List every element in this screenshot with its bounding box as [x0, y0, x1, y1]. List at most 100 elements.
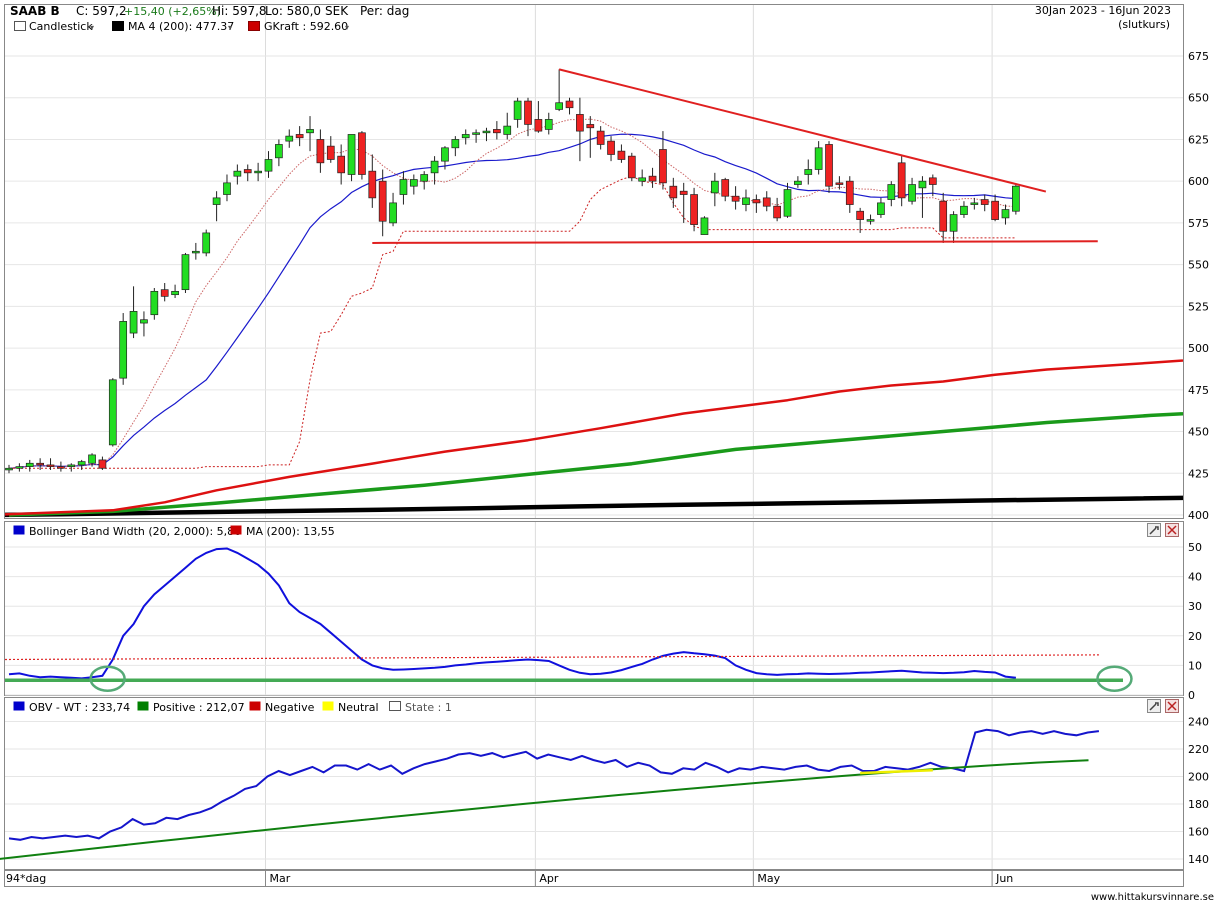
candle-body [980, 199, 989, 205]
candle [638, 169, 647, 187]
legend-neutral-swatch [322, 701, 334, 711]
candle-body [887, 184, 896, 200]
bbw-tick-label: 40 [1188, 571, 1202, 584]
candle-body [399, 179, 408, 195]
candle-body [493, 129, 501, 134]
obv-tick-label: 140 [1188, 853, 1209, 866]
bbw-settings-icon[interactable] [1147, 523, 1161, 537]
legend-negative-swatch [249, 701, 261, 711]
price-tick-label: 575 [1188, 217, 1209, 230]
legend-positive-swatch [137, 701, 149, 711]
candle [513, 97, 522, 128]
candle [451, 136, 460, 157]
candle-body [36, 462, 44, 466]
candle [845, 176, 854, 213]
legend-bbw-ma-swatch [230, 525, 242, 535]
candle [57, 461, 65, 472]
candle [586, 116, 595, 158]
candle [627, 152, 636, 182]
candle [129, 286, 138, 339]
candle-body [877, 202, 885, 215]
candle-body [503, 125, 512, 135]
candle [358, 131, 366, 180]
obv-settings-icon[interactable] [1147, 699, 1161, 713]
candle [669, 177, 678, 208]
candle [306, 116, 314, 152]
candle [524, 97, 532, 137]
candle [877, 197, 885, 218]
chevron-down-icon[interactable]: ▾ [228, 23, 232, 32]
candle [742, 189, 750, 212]
month-label: Mar [270, 872, 291, 885]
ma-green-line [8, 411, 1183, 517]
bbw-panel [4, 521, 1184, 696]
candle-body [845, 180, 854, 205]
candle-body [482, 130, 491, 134]
candle-body [25, 462, 34, 467]
obv-tick-label: 200 [1188, 771, 1209, 784]
candle [88, 453, 96, 467]
legend-ma4[interactable]: MA 4 (200): 477.37 ▾ [112, 20, 235, 33]
candle-body [119, 321, 128, 379]
chevron-down-icon[interactable]: ▾ [345, 23, 349, 32]
ma-black-line [5, 495, 1183, 518]
close-label: C: 597,2 [76, 4, 127, 18]
candle-body [856, 210, 865, 220]
price-tick-label: 600 [1188, 175, 1209, 188]
bbw-tick-label: 10 [1188, 659, 1202, 672]
candle-body [202, 232, 211, 254]
candle [98, 456, 107, 470]
candle-body [150, 290, 159, 316]
candle-body [389, 202, 397, 224]
candle-body [627, 155, 636, 179]
candle-body [617, 150, 626, 160]
candle-body [233, 170, 242, 177]
candle [804, 159, 813, 185]
currency-label: SEK [325, 4, 349, 18]
candle-body [576, 114, 584, 132]
legend-candlestick[interactable]: Candlestick ▾ [14, 20, 95, 33]
candle-body [285, 135, 294, 142]
candle [596, 126, 605, 150]
price-tick-label: 675 [1188, 50, 1209, 63]
candle [617, 144, 626, 163]
candle-body [409, 179, 418, 187]
candle-body [960, 205, 968, 215]
candle [420, 171, 429, 190]
legend-candlestick-label: Candlestick [29, 20, 93, 33]
candle [897, 156, 906, 207]
price-tick-label: 400 [1188, 509, 1209, 522]
candle-body [970, 202, 979, 205]
price-tick-label: 425 [1188, 467, 1209, 480]
candle [939, 192, 948, 243]
candle-body [710, 180, 719, 194]
obv-panel [4, 697, 1184, 870]
candle [254, 162, 262, 182]
bbw-tick-label: 0 [1188, 689, 1195, 702]
bbw-close-icon[interactable] [1165, 523, 1179, 537]
candle [77, 459, 86, 470]
candle [679, 182, 688, 223]
legend-gkraft[interactable]: GKraft : 592.60 ▾ [248, 20, 350, 33]
candle [326, 136, 335, 163]
candle-body [243, 169, 252, 174]
candle-body [451, 139, 460, 149]
candle [607, 136, 615, 162]
candle [441, 146, 449, 170]
period-label: Per: dag [360, 4, 409, 18]
price-tick-label: 500 [1188, 342, 1209, 355]
month-label: Apr [539, 872, 559, 885]
candle [700, 216, 709, 235]
chevron-down-icon[interactable]: ▾ [90, 23, 94, 32]
candle-body [742, 197, 750, 205]
ma-red-line [5, 359, 1183, 516]
candle [347, 134, 356, 182]
candle-body [939, 200, 948, 232]
candle-body [171, 290, 179, 296]
candle [368, 154, 377, 208]
price-tick-label: 450 [1188, 426, 1209, 439]
bbw-tick-label: 30 [1188, 600, 1202, 613]
obv-close-icon[interactable] [1165, 699, 1179, 713]
candle [835, 176, 844, 190]
ma-pink-dotted-line [8, 118, 1016, 469]
